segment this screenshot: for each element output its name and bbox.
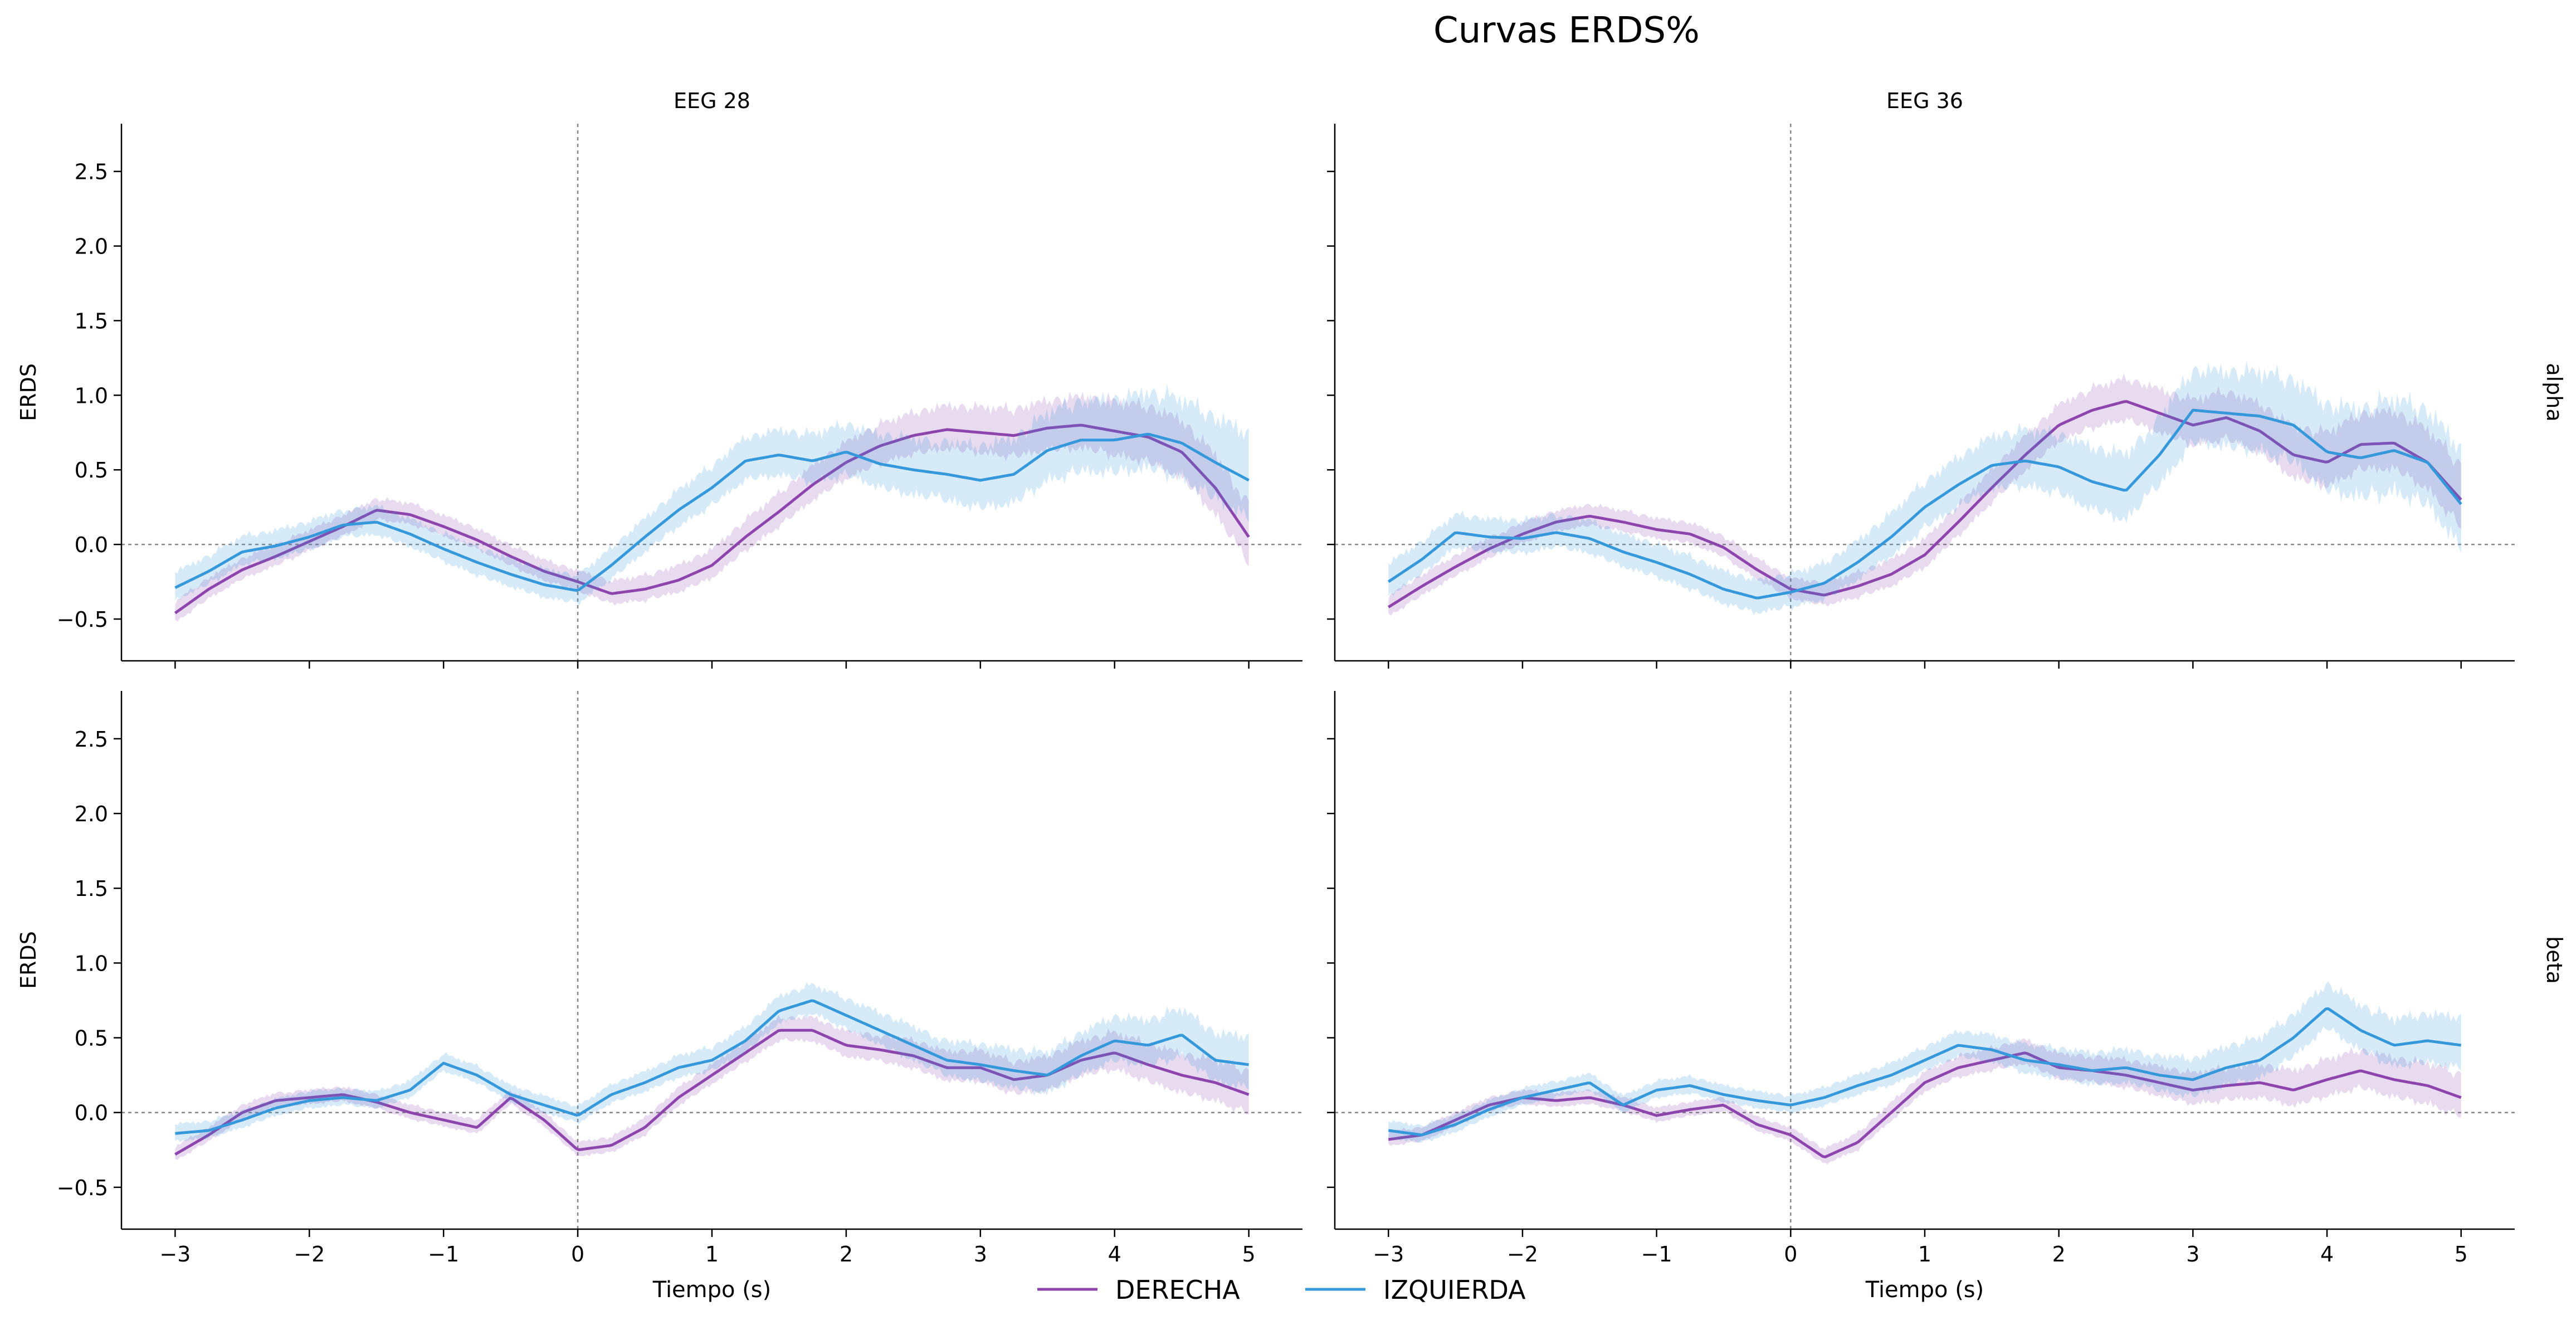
band-izquierda <box>1388 360 2461 615</box>
series-line-izquierda <box>1387 408 2462 600</box>
series-line-derecha <box>1387 400 2462 608</box>
plot-area-3 <box>1335 691 2515 1229</box>
x-tick-label: 4 <box>1108 1242 1121 1266</box>
x-tick-label: 5 <box>2455 1242 2468 1266</box>
y-tick-label: 1.5 <box>75 876 108 901</box>
row-label: alpha <box>2542 363 2567 421</box>
band-izquierda <box>175 982 1249 1142</box>
x-tick-label: −2 <box>1507 1242 1538 1266</box>
y-tick-label: 1.0 <box>75 951 108 976</box>
x-axis-label: Tiempo (s) <box>1865 1277 1984 1303</box>
y-tick-label: 0.5 <box>75 1026 108 1051</box>
band-derecha <box>1388 373 2461 616</box>
series-line-derecha <box>174 1029 1250 1156</box>
x-tick-label: 0 <box>571 1242 584 1266</box>
x-tick-label: 2 <box>840 1242 853 1266</box>
series-line-derecha <box>174 423 1250 615</box>
x-tick-label: 4 <box>2320 1242 2334 1266</box>
x-tick-label: −3 <box>159 1242 191 1266</box>
panel-title: EEG 36 <box>1886 89 1963 113</box>
y-tick-label: 2.0 <box>75 235 108 259</box>
series-line-izquierda <box>1388 1007 2462 1137</box>
x-tick-label: 0 <box>1784 1242 1797 1266</box>
plot-area-0 <box>121 124 1302 661</box>
series-line-izquierda <box>174 432 1250 592</box>
plot-area-1 <box>1335 124 2515 661</box>
x-tick-label: 1 <box>705 1242 719 1266</box>
y-axis-label: ERDS <box>16 931 41 989</box>
band-derecha <box>175 391 1249 622</box>
y-tick-label: 1.0 <box>75 383 108 408</box>
x-tick-label: 3 <box>974 1242 987 1266</box>
y-tick-label: −0.5 <box>57 607 108 632</box>
figure-title: Curvas ERDS% <box>1433 10 1700 51</box>
band-derecha <box>175 1015 1249 1160</box>
x-tick-label: −1 <box>1641 1242 1672 1266</box>
row-label: beta <box>2542 936 2567 984</box>
legend: DERECHA IZQUIERDA <box>1037 1275 1526 1305</box>
legend-label-izquierda: IZQUIERDA <box>1383 1275 1526 1305</box>
y-tick-label: 2.5 <box>75 727 108 752</box>
panels: −0.5 0.0 0.5 1.0 1.5 2.0 2.5 EEG 28 ERDS EEG 36 al… <box>16 89 2567 1303</box>
y-axis-label: ERDS <box>16 363 41 421</box>
panel-0: −0.5 0.0 0.5 1.0 1.5 2.0 2.5 EEG 28 ERDS <box>16 89 1302 669</box>
y-tick-label: 2.5 <box>75 160 108 184</box>
panel-2: −0.5 0.0 0.5 1.0 1.5 2.0 2.5 −3 −2 −1 0 1 2 3 4 5 ERDS Ti… <box>16 691 1302 1303</box>
legend-label-derecha: DERECHA <box>1115 1275 1240 1305</box>
x-tick-label: 3 <box>2186 1242 2199 1266</box>
x-tick-label: 1 <box>1918 1242 1931 1266</box>
x-tick-label: 2 <box>2052 1242 2066 1266</box>
panel-1: EEG 36 alpha <box>1327 89 2567 669</box>
y-tick-label: 0.0 <box>75 533 108 557</box>
y-tick-label: 1.5 <box>75 309 108 333</box>
y-tick-label: −0.5 <box>57 1176 108 1200</box>
series-line-izquierda <box>175 999 1249 1135</box>
plot-area-2 <box>121 691 1302 1229</box>
x-tick-label: 5 <box>1242 1242 1256 1266</box>
y-tick-label: 0.0 <box>75 1101 108 1126</box>
x-tick-label: −1 <box>428 1242 459 1266</box>
band-izquierda <box>1388 981 2461 1143</box>
series-line-derecha <box>1388 1051 2462 1158</box>
panel-3: −3 −2 −1 0 1 2 3 4 5 Tiempo (s) beta <box>1327 691 2567 1303</box>
y-tick-label: 0.5 <box>75 458 108 483</box>
x-axis-label: Tiempo (s) <box>652 1277 772 1303</box>
panel-title: EEG 28 <box>674 89 750 113</box>
y-tick-label: 2.0 <box>75 802 108 826</box>
x-tick-label: −2 <box>294 1242 325 1266</box>
x-tick-label: −3 <box>1373 1242 1404 1266</box>
